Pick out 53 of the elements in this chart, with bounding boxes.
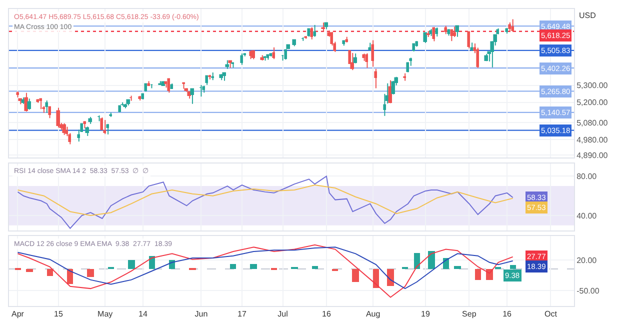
x-tick-label: Aug [366, 310, 380, 319]
candlestick [39, 98, 42, 110]
y-tick-label: 4,890.00 [576, 150, 608, 160]
y-tick-label: 40.00 [576, 211, 598, 220]
x-tick-label: Sep [462, 310, 477, 319]
candlestick [225, 60, 229, 70]
x-tick-label: Oct [544, 310, 558, 319]
bar [373, 269, 379, 288]
bar [128, 260, 135, 270]
x-tick-label: 17 [238, 310, 247, 319]
candlestick [266, 54, 269, 60]
bar [87, 269, 94, 278]
candlestick [231, 62, 234, 68]
candlestick [222, 72, 226, 82]
x-tick-label: 15 [54, 310, 64, 319]
y-tick-label: -50.00 [576, 286, 600, 296]
bar [454, 266, 461, 270]
x-tick-label: Jun [194, 310, 208, 319]
x-tick-label: May [98, 310, 113, 319]
bar [414, 253, 420, 270]
bar [230, 264, 236, 270]
bar [26, 269, 33, 272]
bar [47, 269, 53, 276]
bar [149, 256, 155, 270]
bar [250, 264, 257, 270]
y-tick-label: 5,080.00 [576, 118, 608, 128]
y-tick-label: 5,300.00 [576, 81, 608, 90]
y-tick-label: 5,200.00 [576, 98, 608, 108]
x-tick-label: 16 [322, 310, 332, 319]
bar [67, 269, 73, 284]
bar [475, 269, 481, 280]
candlestick [126, 99, 130, 106]
y-tick-label: 20.00 [576, 256, 598, 265]
x-tick-label: 19 [421, 310, 430, 319]
bar [312, 266, 318, 270]
bar [387, 269, 394, 286]
y-tick-label: 4,980.00 [576, 135, 608, 144]
y-axis-title: USD [579, 11, 596, 20]
candlestick [321, 22, 325, 32]
x-tick-label: Jul [278, 310, 288, 319]
line-series [17, 176, 514, 229]
x-tick-label: Apr [12, 310, 24, 319]
bar [352, 269, 359, 282]
bar [428, 251, 435, 270]
line-series [17, 184, 514, 216]
candlestick [228, 60, 232, 68]
candlestick [182, 82, 185, 90]
candlestick [123, 103, 127, 109]
candlestick [324, 22, 328, 30]
x-tick-label: 16 [502, 310, 512, 319]
y-tick-label: 80.00 [576, 172, 598, 182]
x-tick-label: 14 [138, 310, 148, 319]
candlestick [164, 80, 167, 88]
